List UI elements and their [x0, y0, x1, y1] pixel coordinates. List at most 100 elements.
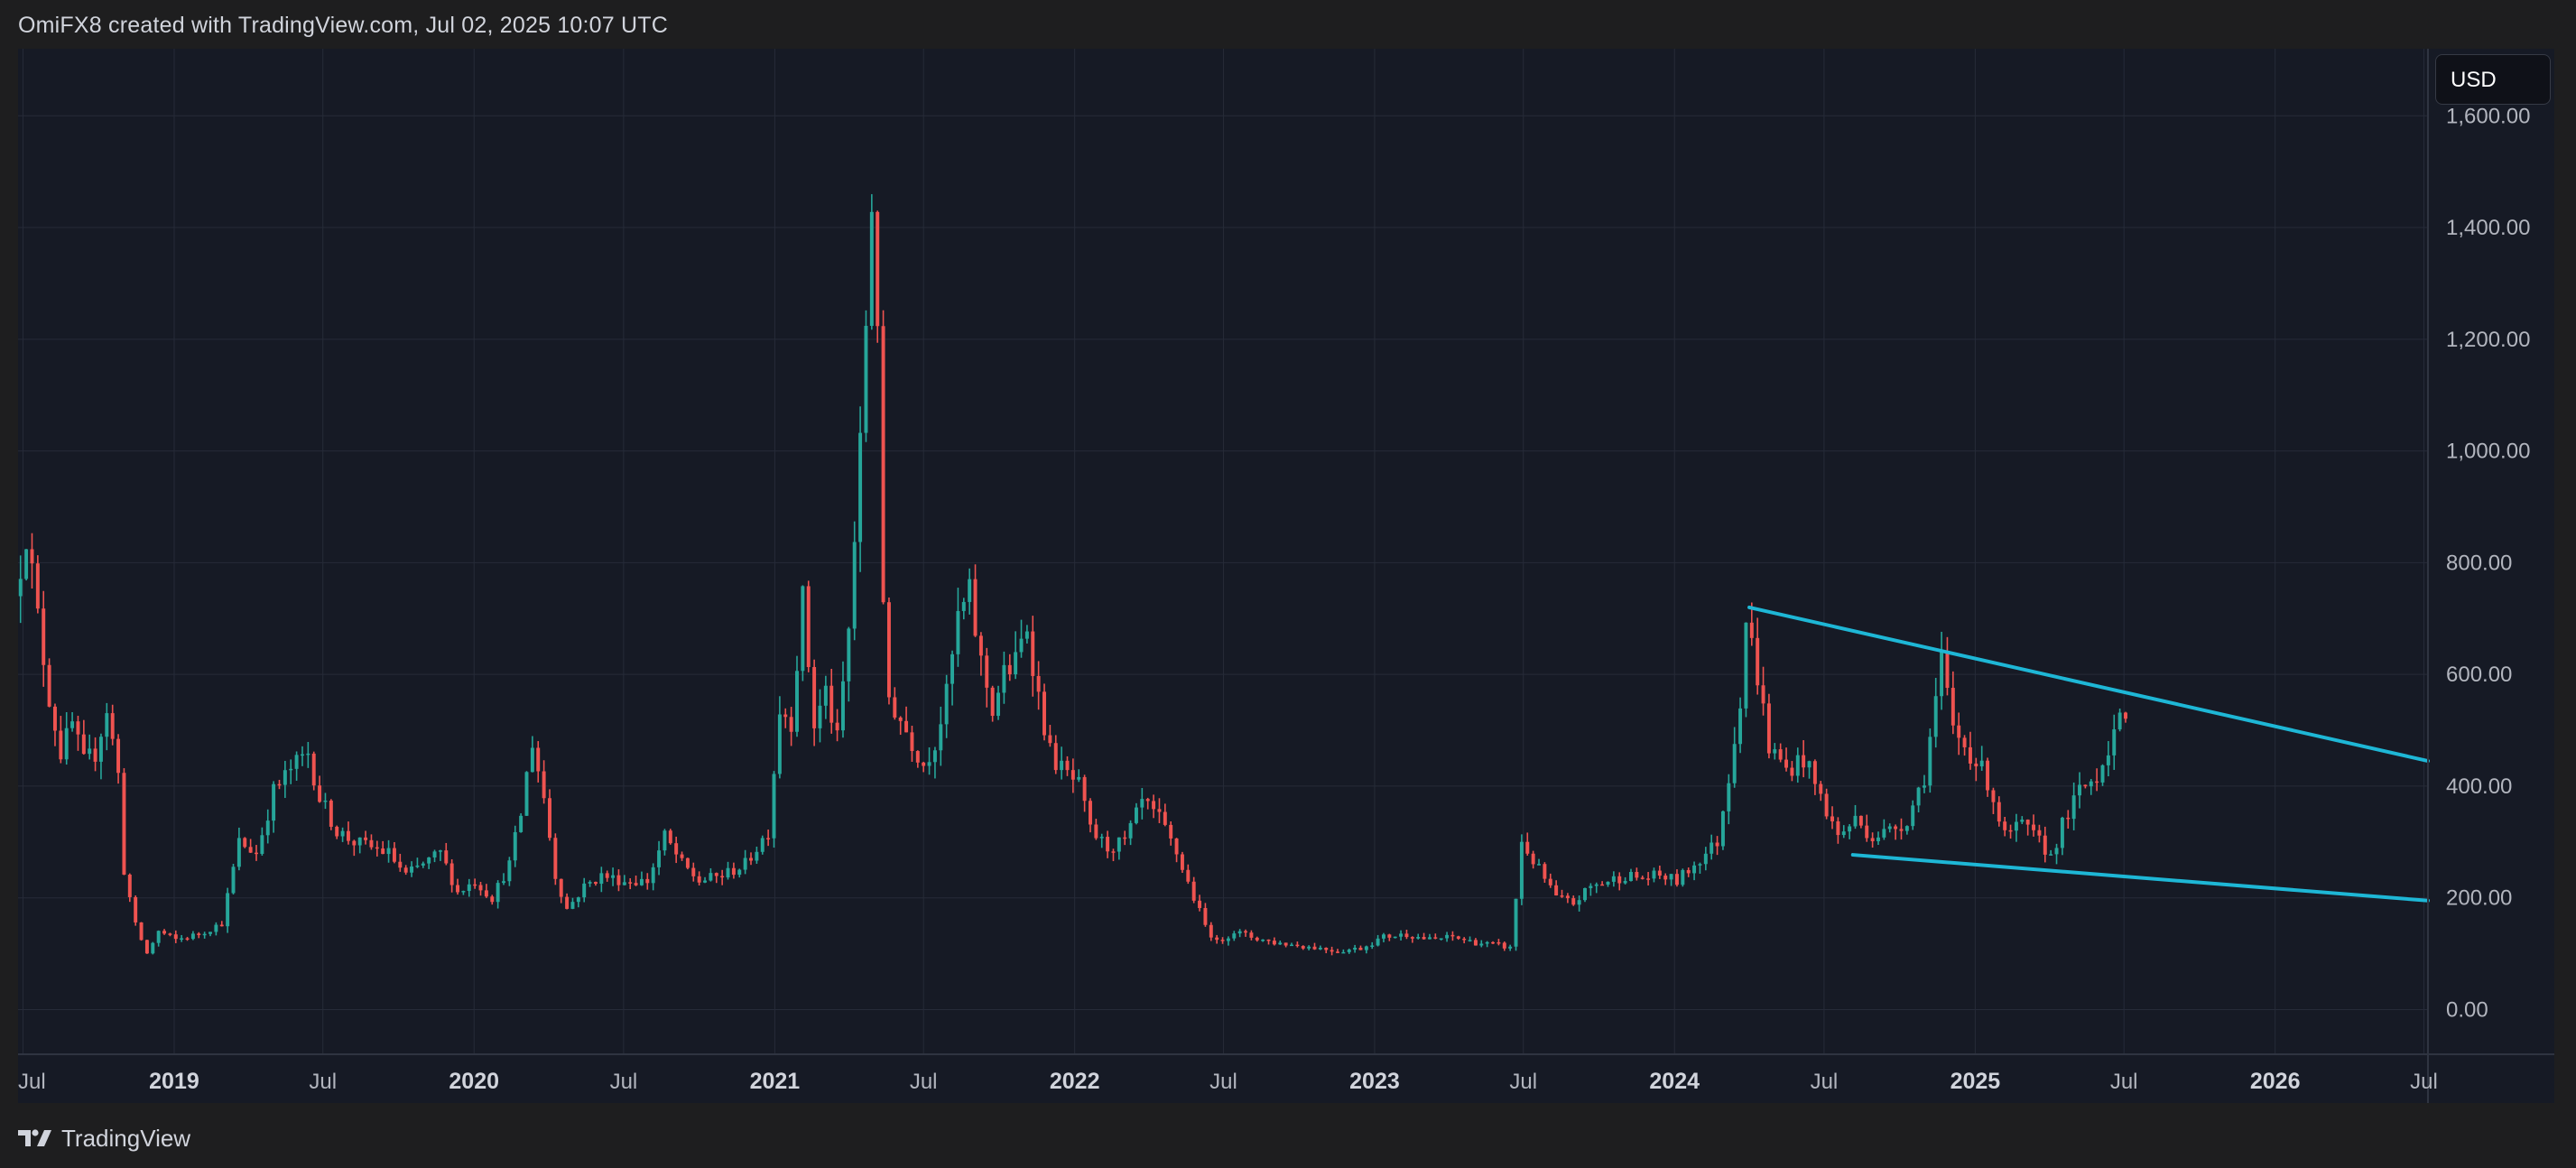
candle-body — [236, 838, 241, 867]
candle-body — [1865, 825, 1869, 839]
candle-body — [1703, 853, 1708, 865]
candle-body — [467, 884, 471, 892]
candle-body — [1036, 675, 1041, 692]
candle-body — [1353, 947, 1357, 950]
time-axis-label: Jul — [1811, 1070, 1839, 1094]
candle-body — [2089, 781, 2093, 787]
candle-body — [243, 838, 247, 848]
candle-body — [1819, 783, 1823, 794]
candle-body — [1720, 811, 1725, 847]
candle-body — [783, 714, 788, 718]
candle-body — [110, 713, 115, 739]
candle-body — [1577, 900, 1581, 905]
candle-body — [1543, 864, 1547, 879]
candle-body — [410, 867, 414, 873]
candle-body — [277, 783, 282, 786]
candle-body — [1922, 785, 1926, 788]
candle-body — [283, 770, 287, 785]
candle-body — [1117, 837, 1121, 852]
price-axis-label: 200.00 — [2446, 886, 2512, 911]
candle-body — [1502, 942, 1506, 949]
candle-body — [2106, 755, 2110, 765]
candle-body — [876, 211, 880, 327]
candle-body — [1237, 931, 1242, 934]
time-axis-label: 2019 — [149, 1069, 199, 1094]
candle-body — [1933, 696, 1938, 737]
candle-body — [185, 938, 190, 941]
candle-body — [886, 602, 891, 698]
candle-body — [1381, 934, 1385, 939]
chart-attribution: OmiFX8 created with TradingView.com, Jul… — [18, 13, 669, 38]
candle-body — [657, 850, 662, 867]
price-axis-label: 1,200.00 — [2446, 328, 2530, 352]
candle-body — [553, 838, 558, 879]
candle-body — [559, 878, 563, 897]
candle-body — [364, 837, 368, 840]
trendlines[interactable] — [1747, 605, 2430, 903]
axes: 0.00 200.00 400.00 600.00 800.00 1,000.00 1,20… — [18, 49, 2554, 1103]
candle-body — [1887, 826, 1892, 830]
candle-body — [2008, 830, 2013, 832]
candle-body — [1048, 735, 1052, 744]
candle-body — [1646, 878, 1651, 880]
candle-body — [1629, 872, 1633, 882]
time-axis-label: 2024 — [1649, 1069, 1700, 1094]
candle-body — [1111, 851, 1116, 853]
candle-body — [335, 826, 339, 837]
candle-body — [1468, 940, 1472, 941]
candle-body — [81, 734, 86, 755]
time-axis-label: 2022 — [1050, 1069, 1100, 1094]
candle-body — [1790, 767, 1794, 776]
candle-body — [731, 867, 736, 876]
candle-body — [1940, 651, 1944, 697]
candle-body — [1307, 946, 1311, 949]
time-axis-label: Jul — [18, 1070, 46, 1094]
candle-body — [2014, 821, 2018, 831]
candle-body — [1848, 826, 1852, 832]
candle-body — [548, 798, 551, 839]
candle-body — [1220, 940, 1225, 941]
candle-body — [122, 773, 126, 875]
candle-body — [1278, 942, 1283, 945]
candle-body — [1134, 807, 1138, 823]
candle-body — [507, 860, 512, 882]
time-axis-label: Jul — [2410, 1070, 2438, 1094]
candle-body — [570, 902, 575, 909]
candle-body — [1174, 838, 1179, 855]
chart-area[interactable] — [18, 49, 2554, 1103]
candle-body — [864, 325, 868, 433]
currency-button[interactable]: USD — [2435, 54, 2551, 105]
candle-body — [1674, 874, 1679, 885]
candle-body — [1065, 760, 1070, 771]
candle-body — [144, 940, 149, 954]
candle-body — [24, 549, 29, 579]
candle-body — [898, 717, 903, 721]
candle-body — [1761, 685, 1765, 704]
candle-body — [202, 933, 207, 936]
candle-body — [1358, 947, 1363, 950]
candle-body — [231, 867, 236, 894]
candle-body — [1341, 951, 1346, 954]
candle-body — [1565, 895, 1570, 899]
price-axis-label: 400.00 — [2446, 774, 2512, 799]
candle-body — [685, 857, 690, 868]
candle-body — [352, 840, 357, 846]
footer-brand[interactable]: TradingView — [18, 1124, 190, 1153]
candle-body — [456, 885, 460, 893]
candle-body — [616, 875, 621, 885]
candle-body — [1766, 703, 1771, 754]
candle-body — [1640, 877, 1645, 879]
candle-body — [691, 867, 696, 876]
candle-body — [18, 579, 23, 597]
candle-body — [1986, 760, 1990, 791]
candle-body — [2032, 824, 2036, 830]
candle-body — [1089, 801, 1092, 825]
candle-body — [542, 771, 546, 799]
price-axis-label: 600.00 — [2446, 663, 2512, 687]
candle-body — [1710, 842, 1714, 854]
candle-body — [588, 882, 592, 884]
time-axis-label: 2025 — [1951, 1069, 2001, 1094]
candle-body — [1807, 761, 1812, 768]
candle-body — [639, 878, 644, 885]
price-chart[interactable]: 0.00 200.00 400.00 600.00 800.00 1,000.00 1,20… — [18, 49, 2554, 1103]
